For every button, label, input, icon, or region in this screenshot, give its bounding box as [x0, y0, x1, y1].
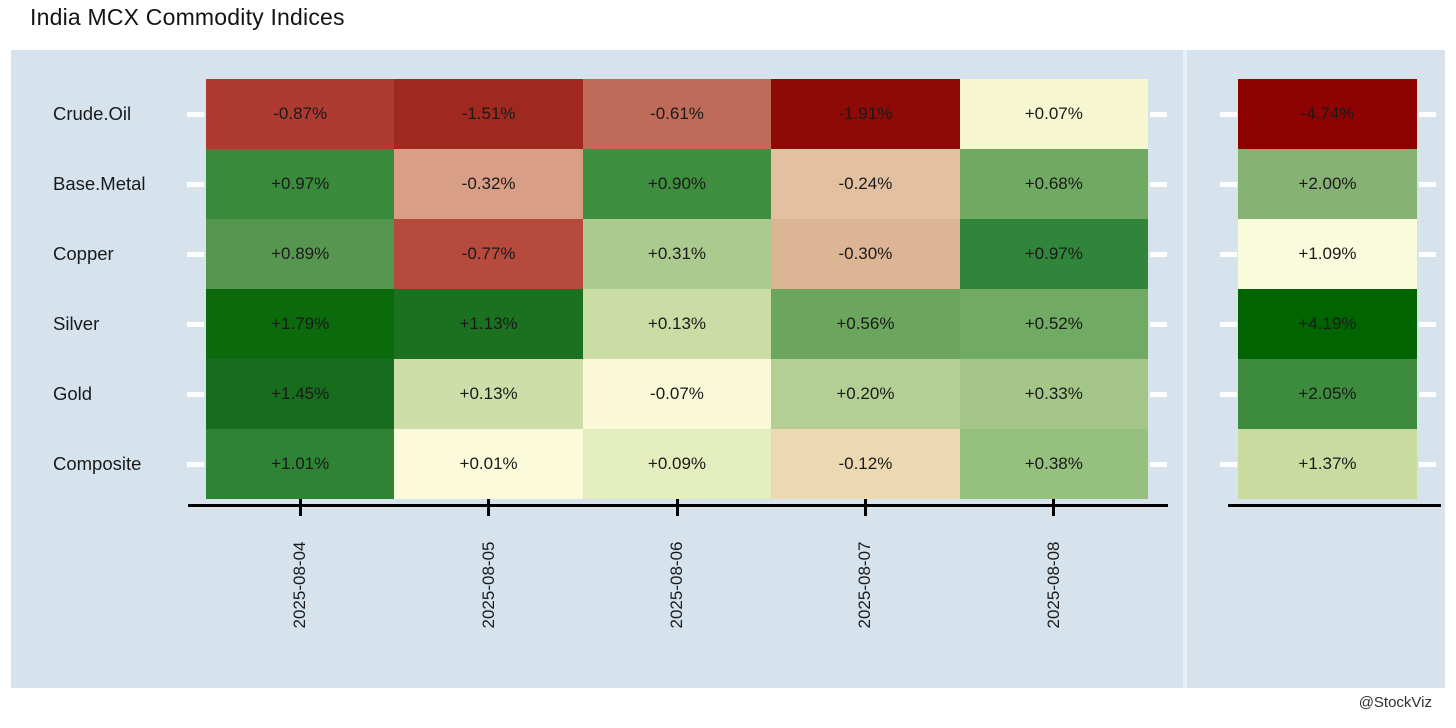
total-cell: +4.19% — [1238, 289, 1417, 359]
row-tick — [1419, 181, 1436, 187]
row-tick — [1419, 461, 1436, 467]
x-axis-label: 2025-08-06 — [667, 541, 686, 629]
row-tick — [1220, 181, 1237, 187]
watermark: @StockViz — [1358, 694, 1432, 711]
totals-column: -4.74% +2.00% +1.09% +4.19% +2.05% +1.37% — [1238, 79, 1417, 499]
heatmap-cell: +0.97% — [959, 219, 1148, 289]
heatmap-cell: -1.51% — [394, 79, 583, 149]
heatmap-cell: +0.13% — [582, 289, 772, 359]
heatmap-cell: -0.32% — [394, 149, 583, 219]
heatmap-cell: +1.13% — [394, 289, 583, 359]
panel-divider — [1183, 50, 1187, 688]
heatmap-cell: +0.38% — [959, 429, 1148, 499]
x-axis-tick — [863, 499, 867, 516]
total-cell: +2.00% — [1238, 149, 1417, 219]
y-axis-label: Copper — [53, 243, 114, 264]
y-axis-label: Silver — [53, 313, 100, 334]
heatmap-cell: -0.30% — [771, 219, 960, 289]
x-axis-label: 2025-08-05 — [478, 541, 498, 629]
y-axis-label: Composite — [53, 453, 142, 474]
totals-axis-line — [1228, 504, 1441, 507]
heatmap-cell: +0.97% — [206, 149, 395, 219]
heatmap-cell: -0.87% — [206, 79, 395, 149]
heatmap-cell: +0.33% — [959, 359, 1148, 429]
row-tick — [1220, 391, 1237, 397]
row-tick — [1220, 461, 1237, 467]
heatmap-cell: +0.07% — [959, 79, 1148, 149]
row-tick — [1220, 321, 1237, 327]
heatmap-cell: -0.61% — [582, 79, 772, 149]
heatmap-cell: +1.01% — [206, 429, 395, 499]
row-tick — [1419, 251, 1436, 257]
heatmap-cell: +0.13% — [394, 359, 583, 429]
row-tick — [1150, 181, 1167, 187]
x-axis-tick — [487, 499, 491, 516]
heatmap-cell: +0.31% — [582, 219, 772, 289]
chart-title: India MCX Commodity Indices — [30, 4, 345, 30]
row-tick — [187, 461, 204, 467]
row-tick — [1220, 111, 1237, 117]
heatmap-cell: +0.90% — [582, 149, 772, 219]
x-axis-tick — [1052, 499, 1056, 516]
heatmap-cell: +0.01% — [394, 429, 583, 499]
total-cell: +1.37% — [1238, 429, 1417, 499]
row-tick — [1419, 391, 1436, 397]
row-tick — [1220, 251, 1237, 257]
row-tick — [1419, 111, 1436, 117]
heatmap-cell: -0.07% — [582, 359, 772, 429]
heatmap-cell: +0.56% — [771, 289, 960, 359]
row-tick — [187, 321, 204, 327]
heatmap-cell: +0.89% — [206, 219, 395, 289]
row-tick — [187, 391, 204, 397]
total-cell: +1.09% — [1238, 219, 1417, 289]
x-axis-label: 2025-08-08 — [1043, 541, 1063, 629]
row-tick — [187, 251, 204, 257]
heatmap-cell: +0.52% — [959, 289, 1148, 359]
row-tick — [1150, 321, 1167, 327]
x-axis-label: 2025-08-07 — [855, 541, 875, 629]
chart-panel: -0.87% -1.51% -0.61% -1.91% +0.07% +0.97% -0.3… — [11, 50, 1445, 688]
heatmap-cell: -0.24% — [771, 149, 960, 219]
heatmap-cell: +0.20% — [771, 359, 960, 429]
y-axis-label: Crude.Oil — [53, 103, 132, 124]
x-axis-label: 2025-08-04 — [290, 541, 310, 629]
total-cell: +2.05% — [1238, 359, 1417, 429]
heatmap-cell: -0.77% — [394, 219, 583, 289]
row-tick — [1150, 391, 1167, 397]
row-tick — [1419, 321, 1436, 327]
heatmap-cell: +1.79% — [206, 289, 395, 359]
row-tick — [1150, 111, 1167, 117]
heatmap-grid: -0.87% -1.51% -0.61% -1.91% +0.07% +0.97% -0.3… — [206, 79, 1148, 499]
y-axis-label: Gold — [53, 383, 93, 404]
y-axis-label: Base.Metal — [53, 173, 146, 194]
row-tick — [187, 111, 204, 117]
heatmap-cell: -0.12% — [771, 429, 960, 499]
row-tick — [1150, 251, 1167, 257]
total-cell: -4.74% — [1238, 79, 1417, 149]
heatmap-cell: +1.45% — [206, 359, 395, 429]
x-axis-tick — [675, 499, 679, 516]
heatmap-cell: -1.91% — [771, 79, 960, 149]
heatmap-cell: +0.68% — [959, 149, 1148, 219]
x-axis-tick — [298, 499, 302, 516]
row-tick — [187, 181, 204, 187]
row-tick — [1150, 461, 1167, 467]
heatmap-cell: +0.09% — [582, 429, 772, 499]
